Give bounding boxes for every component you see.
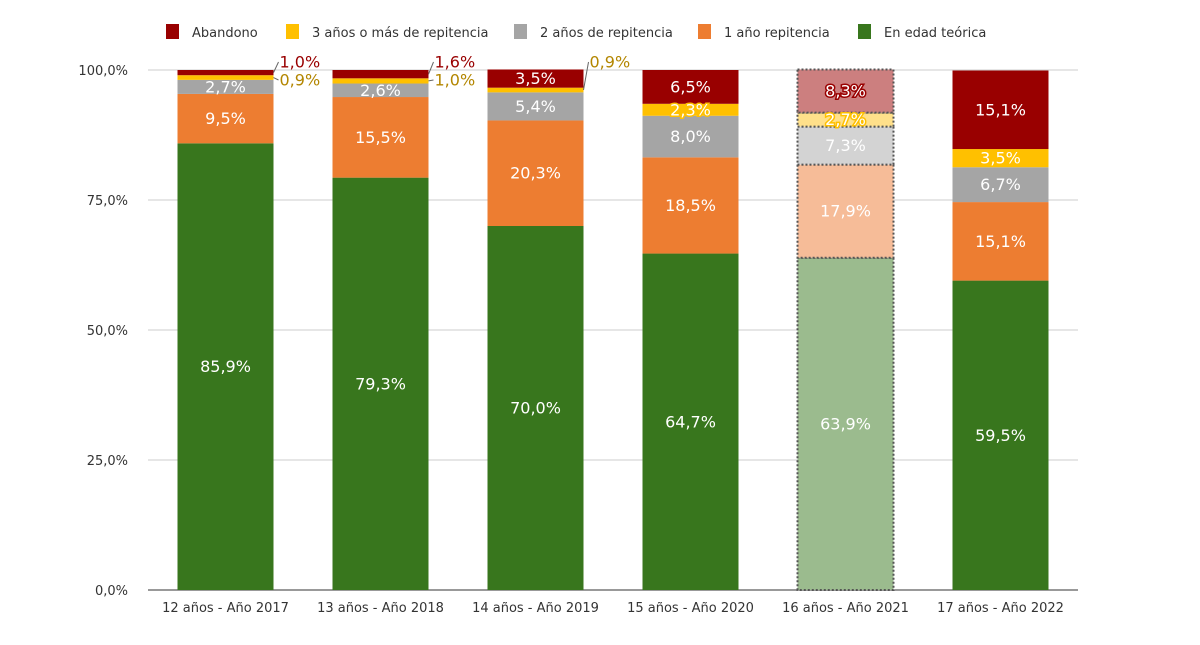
bar-segment <box>796 68 895 114</box>
bar-segment <box>487 226 584 590</box>
data-label: 70,0% <box>510 399 561 418</box>
y-tick-label: 100,0% <box>78 64 128 79</box>
bar-segment <box>177 79 274 94</box>
data-label: 9,5% <box>205 109 246 128</box>
bar-segment <box>177 143 274 590</box>
y-tick-label: 50,0% <box>87 324 128 339</box>
legend-entry: 1 año repitencia <box>724 26 830 41</box>
data-label: 2,7% <box>825 110 866 129</box>
legend-swatch <box>286 24 299 39</box>
legend-entry: Abandono <box>192 26 258 41</box>
x-tick-label: 16 años - Año 2021 <box>782 601 909 616</box>
bar-segment <box>177 75 274 80</box>
bar-segment <box>642 115 739 158</box>
bar-segment <box>642 103 739 116</box>
bar-segment <box>177 70 274 76</box>
legend-entry: 3 años o más de repitencia <box>312 26 488 41</box>
x-tick-label: 13 años - Año 2018 <box>317 601 444 616</box>
legend-swatch <box>858 24 871 39</box>
bar-segment <box>487 92 584 121</box>
leader-line <box>273 77 279 81</box>
y-tick-label: 75,0% <box>87 194 128 209</box>
leader-line <box>273 61 279 73</box>
data-label: 18,5% <box>665 196 716 215</box>
bar-segment <box>332 70 429 79</box>
bar-segment <box>332 177 429 590</box>
bar-segment <box>487 120 584 226</box>
data-label: 15,5% <box>355 128 406 147</box>
bar-segment <box>642 157 739 254</box>
data-label: 17,9% <box>820 202 871 221</box>
data-label: 20,3% <box>510 164 561 183</box>
data-label: 63,9% <box>820 414 871 433</box>
data-label: 6,7% <box>980 175 1021 194</box>
data-label: 79,3% <box>355 374 406 393</box>
bar-segment <box>952 202 1049 281</box>
leader-line <box>428 79 434 82</box>
data-label: 2,3% <box>670 100 711 119</box>
y-tick-label: 0,0% <box>95 584 128 599</box>
data-label: 7,3% <box>825 136 866 155</box>
data-label: 59,5% <box>975 426 1026 445</box>
legend-swatch <box>166 24 179 39</box>
legend-swatch <box>514 24 527 39</box>
data-label: 15,1% <box>975 232 1026 251</box>
y-tick-label: 25,0% <box>87 454 128 469</box>
data-label: 0,9% <box>590 53 631 72</box>
data-label: 85,9% <box>200 357 251 376</box>
bar-segment <box>332 83 429 98</box>
bar-segment <box>796 163 895 259</box>
x-tick-label: 12 años - Año 2017 <box>162 601 289 616</box>
data-label: 2,7% <box>205 77 246 96</box>
bar-segment <box>952 280 1049 590</box>
data-label: 3,5% <box>515 69 556 88</box>
data-label: 5,4% <box>515 97 556 116</box>
data-label: 0,9% <box>280 71 321 90</box>
legend-entry: En edad teórica <box>884 26 986 41</box>
bar-segment <box>952 167 1049 203</box>
leader-line <box>428 61 434 75</box>
legend-swatch <box>698 24 711 39</box>
x-tick-label: 17 años - Año 2022 <box>937 601 1064 616</box>
legend-entry: 2 años de repitencia <box>540 26 673 41</box>
data-label: 1,0% <box>280 53 321 72</box>
bar-segment <box>332 78 429 84</box>
bar-segment <box>177 93 274 144</box>
leader-line <box>583 61 589 91</box>
data-label: 8,3% <box>825 82 866 101</box>
data-label: 3,5% <box>980 149 1021 168</box>
data-label: 64,7% <box>665 412 716 431</box>
x-tick-label: 14 años - Año 2019 <box>472 601 599 616</box>
bar-segment <box>332 97 429 178</box>
bar-segment <box>952 70 1049 150</box>
data-label: 6,5% <box>670 77 711 96</box>
x-tick-label: 15 años - Año 2020 <box>627 601 754 616</box>
data-label: 1,6% <box>435 53 476 72</box>
bar-segment <box>796 256 895 591</box>
data-label: 2,6% <box>360 81 401 100</box>
data-label: 15,1% <box>975 100 1026 119</box>
bar-segment <box>642 253 739 590</box>
bar-segment <box>796 125 895 166</box>
bar-segment <box>487 87 584 93</box>
bar-segment <box>487 69 584 88</box>
bar-segment <box>952 149 1049 168</box>
bar-segment <box>642 70 739 104</box>
data-label: 1,0% <box>435 71 476 90</box>
data-label: 8,0% <box>670 127 711 146</box>
